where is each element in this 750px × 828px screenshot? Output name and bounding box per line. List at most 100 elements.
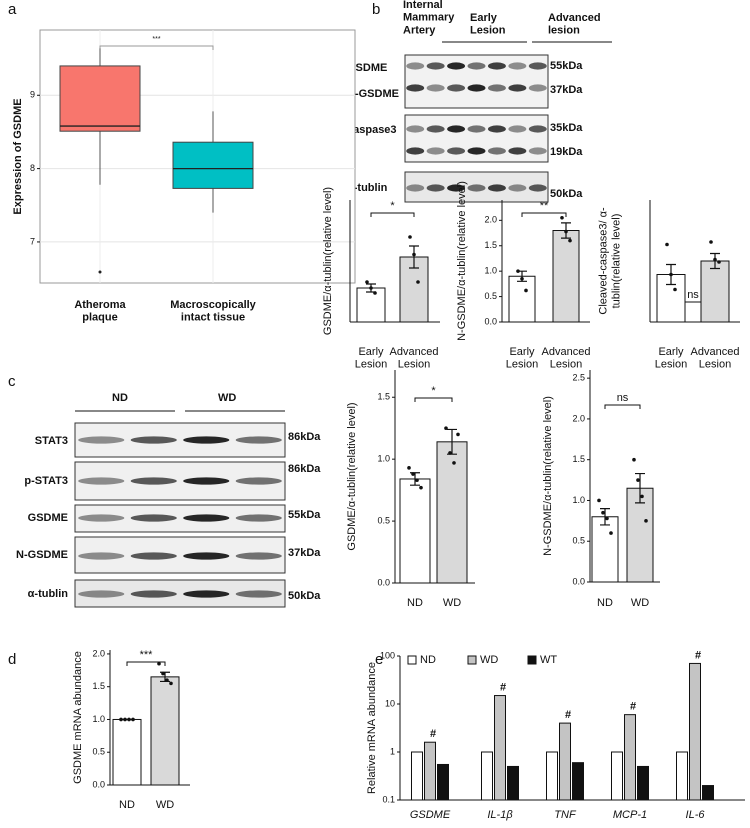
data-point	[165, 678, 169, 682]
blot-band	[508, 84, 527, 92]
error-bar	[409, 245, 419, 269]
bar	[572, 762, 584, 801]
group-label: ND	[112, 392, 128, 404]
blot-band	[528, 84, 547, 92]
legend-swatch	[467, 655, 477, 665]
data-point	[373, 291, 377, 295]
data-point	[520, 276, 524, 281]
blot-band	[78, 552, 125, 560]
panel-label: a	[8, 1, 17, 18]
y-axis-label: N-GSDME/α-tublin(relative level)	[542, 396, 554, 556]
bar	[424, 741, 436, 801]
blot-band	[183, 477, 230, 485]
legend-label: WT	[540, 654, 557, 666]
blot-band	[447, 62, 466, 70]
data-point	[119, 717, 123, 722]
data-point	[157, 661, 161, 666]
y-tick-label: 0.0	[572, 576, 585, 586]
legend-label: ND	[420, 654, 436, 666]
significance-bracket	[521, 212, 567, 217]
data-point	[408, 235, 412, 239]
blot-band	[130, 514, 177, 522]
bar	[637, 765, 649, 801]
blot-band	[426, 147, 445, 155]
bar	[112, 718, 142, 786]
bar	[150, 676, 180, 786]
x-tick-label: Advanced Lesion	[542, 346, 591, 371]
error-bar	[160, 671, 170, 683]
x-tick-label: WD	[631, 597, 649, 609]
x-tick-label: IL-6	[686, 809, 706, 821]
blot-band	[406, 125, 425, 133]
x-tick-label: ND	[407, 597, 423, 609]
bar	[591, 516, 619, 583]
bar	[689, 662, 701, 801]
size-marker: 55kDa	[288, 509, 321, 521]
data-point	[632, 457, 636, 462]
x-tick-label: IL-1β	[487, 809, 513, 821]
y-tick-label: 1.5	[377, 392, 390, 402]
x-tick-label: Early Lesion	[506, 346, 538, 371]
blot-band	[130, 590, 177, 598]
bar	[507, 765, 519, 801]
protein-label: α-tublin	[28, 588, 69, 600]
y-tick-label: 9	[30, 90, 35, 100]
blot-band	[235, 552, 282, 560]
box	[172, 141, 254, 189]
significance-label: *	[431, 385, 436, 397]
blot-band	[467, 62, 486, 70]
x-tick-label: Advanced Lesion	[691, 346, 740, 371]
y-tick-label: 2.0	[572, 413, 585, 423]
y-tick-label: 2.5	[572, 373, 585, 383]
x-tick-label: WD	[156, 799, 174, 811]
size-marker: 35kDa	[550, 122, 583, 134]
blot-band	[447, 147, 466, 155]
bar	[611, 751, 623, 801]
data-point	[717, 260, 721, 264]
error-bar	[600, 508, 610, 526]
error-bar	[447, 428, 457, 455]
significance-bracket	[370, 212, 415, 217]
data-point	[456, 432, 460, 437]
legend-swatch	[527, 655, 537, 665]
data-point	[560, 215, 564, 220]
bar	[559, 722, 571, 801]
y-tick-label: 1.5	[484, 240, 497, 250]
blot-band	[235, 590, 282, 598]
blot-band	[426, 62, 445, 70]
y-tick-label: 0.5	[92, 747, 105, 757]
blot-band	[78, 590, 125, 598]
data-point	[644, 519, 648, 523]
panel-label: d	[8, 651, 16, 668]
y-tick-label: 8	[30, 163, 35, 173]
y-tick-label: 0.0	[92, 779, 105, 789]
data-point	[415, 478, 419, 483]
x-tick-label: ND	[119, 799, 135, 811]
x-tick-label: Macroscopically intact tissue	[170, 299, 256, 324]
y-tick-label: 1.0	[377, 454, 390, 464]
bar	[508, 275, 536, 323]
protein-label: caspase3	[347, 124, 397, 136]
blot-band	[130, 436, 177, 444]
x-tick-label: MCP-1	[613, 809, 647, 821]
y-axis-label: Expression of GSDME	[12, 98, 24, 214]
data-point	[601, 510, 605, 515]
y-tick-label: 7	[30, 236, 35, 246]
significance-bracket	[99, 45, 214, 50]
bar	[546, 751, 558, 801]
panel-label: b	[372, 1, 380, 18]
blot-band	[183, 436, 230, 444]
significance-label: ***	[140, 649, 154, 661]
blot	[74, 422, 286, 458]
protein-label: α-tublin	[347, 182, 388, 194]
blot-band	[235, 514, 282, 522]
data-point	[713, 257, 717, 262]
significance-label: ns	[687, 289, 699, 301]
data-point	[416, 280, 420, 284]
size-marker: 19kDa	[550, 146, 583, 158]
y-tick-label: 1.0	[92, 714, 105, 724]
blot-band	[467, 125, 486, 133]
x-tick-label: ND	[597, 597, 613, 609]
blot-band	[508, 62, 527, 70]
y-tick-label: 100	[380, 650, 395, 660]
